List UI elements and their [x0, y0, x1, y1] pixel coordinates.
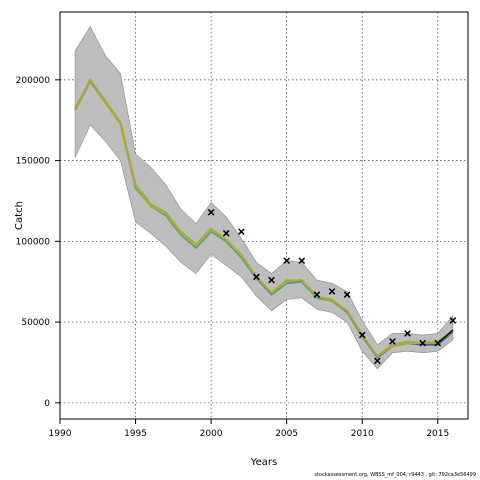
y-tick-label-50000: 50000: [21, 318, 50, 328]
observed-mark-b: [389, 338, 396, 345]
y-axis-label: Catch: [14, 201, 25, 230]
x-axis-label: Years: [250, 457, 277, 468]
observed-point-2010: [358, 331, 366, 339]
y-tick-label-150000: 150000: [16, 157, 51, 167]
observed-point-2015: [434, 339, 442, 347]
x-tick-label-1995: 1995: [124, 429, 147, 439]
observed-point-2016: [449, 317, 457, 324]
y-tick-label-0: 0: [44, 399, 50, 409]
observed-mark-b: [268, 276, 275, 284]
y-tick-label-100000: 100000: [16, 237, 51, 247]
observed-mark-b: [207, 208, 215, 216]
observed-mark-b: [328, 288, 336, 295]
observed-mark-b: [313, 291, 321, 298]
observed-points: [207, 208, 457, 365]
x-tick-label-1990: 1990: [49, 429, 72, 439]
observed-point-2003: [253, 273, 260, 281]
observed-mark-b: [404, 330, 411, 337]
observed-mark-b: [238, 228, 245, 235]
footnote: stockassessment.org, WBSS_mf_004, r9443 …: [314, 472, 476, 478]
series-line-1: [74, 80, 454, 359]
observed-mark-b: [374, 357, 381, 365]
series-lines: [74, 78, 454, 359]
series-line-3: [74, 78, 454, 357]
observed-point-2002: [238, 228, 245, 235]
observed-point-2007: [313, 291, 321, 298]
observed-mark-b: [343, 291, 351, 298]
observed-point-2005: [283, 257, 290, 265]
y-axis: 0 50000 100000 150000 200000: [16, 76, 60, 409]
observed-mark-b: [449, 317, 457, 324]
x-tick-label-2005: 2005: [275, 429, 298, 439]
observed-mark-b: [222, 229, 230, 237]
x-tick-label-2015: 2015: [426, 429, 449, 439]
series-line-0: [74, 78, 454, 359]
y-tick-label-200000: 200000: [16, 76, 51, 86]
confidence-band: [74, 25, 454, 370]
x-tick-label-2010: 2010: [351, 429, 374, 439]
x-tick-label-2000: 2000: [200, 429, 223, 439]
observed-mark-b: [358, 331, 366, 339]
grid-lines: [59, 12, 468, 419]
confidence-band-area: [74, 25, 454, 370]
series-line-2: [74, 78, 454, 357]
x-axis: 1990 1995 2000 2005 2010 2015: [49, 419, 449, 439]
observed-point-2000: [207, 208, 215, 216]
observed-point-2001: [222, 229, 230, 237]
plot-frame: [59, 11, 469, 420]
observed-point-2011: [374, 357, 381, 365]
observed-mark-b: [283, 257, 290, 265]
observed-point-2004: [268, 276, 275, 284]
observed-point-2014: [419, 339, 426, 347]
observed-point-2013: [404, 330, 411, 337]
observed-point-2008: [328, 288, 336, 295]
observed-mark-b: [419, 339, 426, 347]
observed-mark-b: [253, 273, 260, 281]
observed-mark-b: [434, 339, 442, 347]
observed-point-2009: [343, 291, 351, 298]
observed-point-2006: [298, 257, 306, 265]
observed-mark-b: [298, 257, 306, 265]
observed-point-2012: [389, 338, 396, 345]
